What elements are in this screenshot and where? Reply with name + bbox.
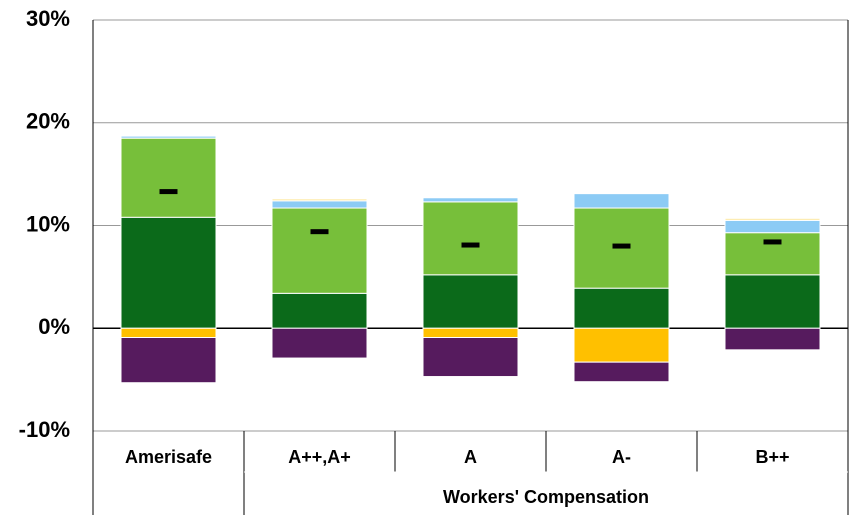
y-tick-label: 20% xyxy=(26,109,70,134)
bar-segment xyxy=(422,274,519,329)
y-tick-label: 30% xyxy=(26,6,70,31)
bar-segment xyxy=(271,207,368,294)
bar-segment xyxy=(422,336,519,378)
bar-segment xyxy=(271,292,368,329)
x-tick-label: A++,A+ xyxy=(288,447,351,467)
bar-segment xyxy=(271,327,368,359)
bar-segment xyxy=(271,198,368,202)
bar-segment xyxy=(724,217,821,221)
x-tick-label: A- xyxy=(612,447,631,467)
total-marker xyxy=(310,229,329,235)
bar-segment xyxy=(724,219,821,234)
group-label: Workers' Compensation xyxy=(443,487,649,507)
y-tick-label: 0% xyxy=(38,314,70,339)
bar-segment xyxy=(724,327,821,351)
total-marker xyxy=(461,242,480,248)
total-marker xyxy=(612,243,631,249)
y-tick-label: 10% xyxy=(26,211,70,236)
bar-segment xyxy=(573,361,670,383)
bar-segment xyxy=(422,201,519,276)
bar-segment xyxy=(120,336,217,384)
bar-segment xyxy=(120,327,217,338)
bar-segment xyxy=(724,232,821,276)
bar-segment xyxy=(573,327,670,363)
bar-segment xyxy=(271,200,368,209)
bar-segment xyxy=(573,193,670,209)
y-tick-label: -10% xyxy=(19,417,70,442)
bar-segment xyxy=(422,327,519,338)
total-marker xyxy=(159,189,178,195)
bar-segment xyxy=(422,197,519,203)
total-marker xyxy=(763,239,782,245)
bar-segment xyxy=(120,137,217,218)
bar-segment xyxy=(120,216,217,329)
bar-segment xyxy=(724,274,821,329)
bar-segment xyxy=(573,287,670,329)
bar-segment xyxy=(120,135,217,139)
x-tick-label: Amerisafe xyxy=(125,447,212,467)
x-tick-label: A xyxy=(464,447,477,467)
x-tick-label: B++ xyxy=(755,447,789,467)
